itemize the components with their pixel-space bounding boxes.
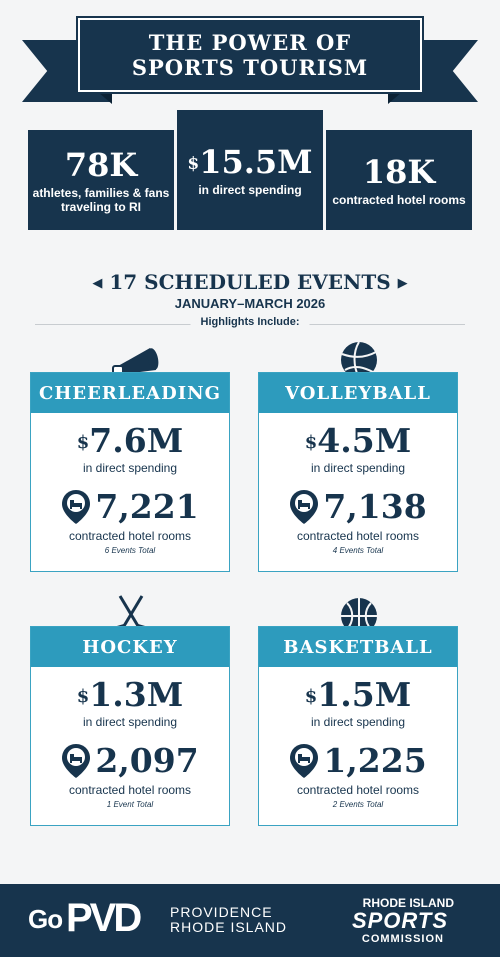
page-title-banner: THE POWER OF SPORTS TOURISM [76, 16, 424, 94]
stat-direct-spending: $15.5M in direct spending [177, 110, 323, 230]
sport-card-title: HOCKEY [31, 627, 229, 667]
sport-card-hotel-row: 7,138 [259, 489, 457, 525]
sport-card-spending: $1.3M [31, 677, 229, 713]
sport-card-hotel-label: contracted hotel rooms [296, 783, 420, 797]
sport-card-hotel-label: contracted hotel rooms [68, 783, 192, 797]
dollar-sign: $ [187, 153, 200, 174]
gopvd-logo-pvd: PVD [66, 896, 142, 940]
events-heading-text: 17 SCHEDULED EVENTS [109, 270, 391, 294]
stat-hotel-rooms-value: 18K [362, 152, 436, 191]
sport-card-hotel-rooms: 7,138 [323, 487, 427, 526]
sport-card-spending-label: in direct spending [82, 715, 178, 729]
ri-sports-commission-logo-line-1: RHODE ISLAND [362, 896, 454, 910]
sport-card-spending-label: in direct spending [82, 461, 178, 475]
sport-card-spending-label: in direct spending [310, 461, 406, 475]
sport-card-events-total: 4 Events Total [332, 546, 384, 555]
hotel-location-pin-icon [62, 490, 91, 524]
hotel-location-pin-icon [290, 744, 319, 778]
sport-card-spending: $1.5M [259, 677, 457, 713]
sport-card-events-total: 6 Events Total [104, 546, 156, 555]
gopvd-logo-city-line-2: RHODE ISLAND [170, 919, 288, 935]
sport-card-spending-value: 4.5M [317, 421, 412, 460]
sport-card-spending: $7.6M [31, 423, 229, 459]
sport-card-cheerleading: CHEERLEADING $7.6M in direct spending 7,… [30, 372, 230, 572]
sport-card-basketball: BASKETBALL $1.5M in direct spending 1,22… [258, 626, 458, 826]
stat-direct-spending-value: $15.5M [187, 144, 312, 180]
sport-card-spending-value: 1.3M [89, 675, 184, 714]
ri-sports-commission-logo-line-3: COMMISSION [361, 933, 444, 945]
sport-card-events-total: 1 Event Total [106, 800, 154, 809]
triangle-left-icon: ◀ [92, 276, 103, 291]
events-dates: JANUARY–MARCH 2026 [174, 296, 326, 311]
sport-card-events-total: 2 Events Total [332, 800, 384, 809]
sport-card-hotel-row: 2,097 [31, 743, 229, 779]
stat-visitors-caption: athletes, families & fans traveling to R… [32, 185, 170, 214]
gopvd-logo-go: Go [28, 904, 63, 934]
sport-card-hotel-row: 1,225 [259, 743, 457, 779]
sport-card-spending-label: in direct spending [310, 715, 406, 729]
stat-direct-spending-amount: 15.5M [199, 142, 313, 181]
gopvd-logo-city-line-1: PROVIDENCE [170, 904, 273, 920]
sport-card-title: CHEERLEADING [31, 373, 229, 413]
stat-visitors-value: 78K [64, 145, 138, 184]
stat-visitors: 78K athletes, families & fans traveling … [28, 130, 174, 230]
gopvd-logo-city: PROVIDENCE RHODE ISLAND [170, 905, 287, 935]
sport-card-hockey: HOCKEY $1.3M in direct spending 2,097 co… [30, 626, 230, 826]
sport-card-hotel-rooms: 7,221 [95, 487, 199, 526]
sport-card-spending: $4.5M [259, 423, 457, 459]
page-title-line-1: THE POWER OF [148, 30, 352, 55]
dollar-sign: $ [76, 432, 90, 453]
stat-hotel-rooms-caption: contracted hotel rooms [332, 192, 466, 207]
dollar-sign: $ [304, 432, 318, 453]
page-title-line-2: SPORTS TOURISM [131, 55, 369, 80]
sport-card-hotel-rooms: 1,225 [323, 741, 427, 780]
dollar-sign: $ [304, 686, 318, 707]
sport-card-hotel-label: contracted hotel rooms [68, 529, 192, 543]
stat-direct-spending-caption: in direct spending [198, 182, 302, 197]
hotel-location-pin-icon [290, 490, 319, 524]
sport-card-hotel-row: 7,221 [31, 489, 229, 525]
sport-card-hotel-rooms: 2,097 [95, 741, 199, 780]
triangle-right-icon: ▶ [397, 276, 408, 291]
ri-sports-commission-logo-line-2: SPORTS [351, 908, 448, 933]
sport-card-spending-value: 1.5M [317, 675, 412, 714]
footer: Go PVD PROVIDENCE RHODE ISLAND RHODE ISL… [0, 884, 500, 957]
stat-hotel-rooms: 18K contracted hotel rooms [326, 130, 472, 230]
sport-card-hotel-label: contracted hotel rooms [296, 529, 420, 543]
highlights-label: Highlights Include: [190, 316, 310, 328]
sport-card-spending-value: 7.6M [89, 421, 184, 460]
dollar-sign: $ [76, 686, 90, 707]
sport-card-volleyball: VOLLEYBALL $4.5M in direct spending 7,13… [258, 372, 458, 572]
sport-card-title: BASKETBALL [259, 627, 457, 667]
sport-card-title: VOLLEYBALL [259, 373, 457, 413]
hotel-location-pin-icon [62, 744, 91, 778]
events-heading: ◀ 17 SCHEDULED EVENTS ▶ [0, 270, 500, 294]
